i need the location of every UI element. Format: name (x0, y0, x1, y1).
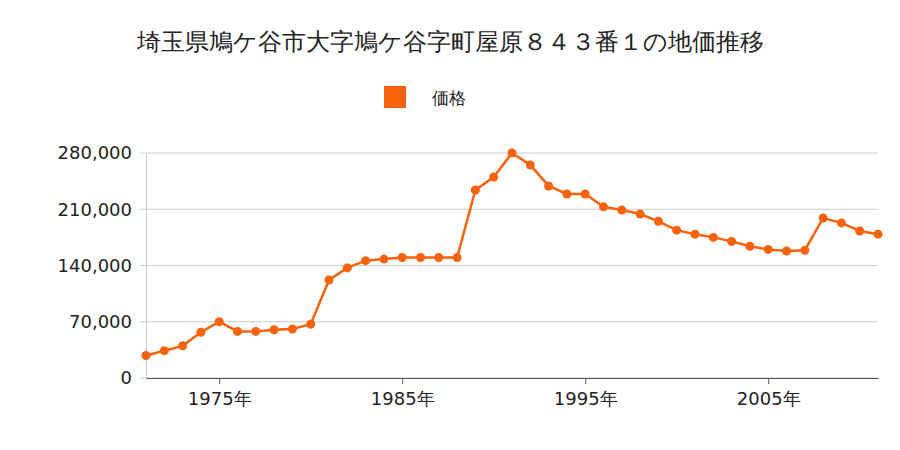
point (178, 341, 187, 350)
point (617, 206, 626, 215)
point (215, 317, 224, 326)
point (233, 327, 242, 336)
point (745, 242, 754, 251)
point (764, 245, 773, 254)
line (146, 153, 878, 356)
x-tick-label: 1985年 (371, 388, 435, 409)
point (416, 253, 425, 262)
y-tick-label: 70,000 (69, 311, 132, 332)
legend-swatch (384, 86, 406, 108)
grid (140, 153, 878, 378)
grid-line (140, 265, 878, 266)
grid-line (140, 378, 878, 379)
point (306, 320, 315, 329)
point (800, 246, 809, 255)
point (453, 253, 462, 262)
title: 埼玉県鳩ケ谷市大字鳩ケ谷字町屋原８４３番１の地価推移 (136, 28, 764, 56)
point (379, 255, 388, 264)
point (636, 210, 645, 219)
x-tick-mark (585, 378, 586, 384)
y-axis: 0 70,000 140,000 210,000 280,000 (58, 142, 147, 388)
y-axis-line (146, 154, 147, 379)
point (654, 217, 663, 226)
point (526, 161, 535, 170)
plot: 070,000140,000210,000280,0001975年1985年19… (58, 142, 883, 409)
point (434, 253, 443, 262)
x-axis: 1975年 1985年 1995年 2005年 (147, 378, 879, 409)
x-tick-label: 2005年 (737, 388, 801, 409)
point (874, 230, 883, 239)
y-tick: 280,000 (58, 142, 146, 163)
point (288, 324, 297, 333)
y-tick-label: 140,000 (58, 255, 132, 276)
point (709, 233, 718, 242)
point (489, 173, 498, 182)
point (251, 327, 260, 336)
point (270, 325, 279, 334)
x-tick-label: 1975年 (188, 388, 252, 409)
point (562, 189, 571, 198)
point (544, 181, 553, 190)
x-tick-label: 1995年 (554, 388, 618, 409)
point (819, 214, 828, 223)
x-tick-mark (768, 378, 769, 384)
legend-label: 価格 (432, 88, 466, 108)
point (855, 226, 864, 235)
x-tick: 1985年 (371, 378, 435, 409)
point (471, 185, 480, 194)
x-tick: 2005年 (737, 378, 801, 409)
point (599, 202, 608, 211)
x-tick-mark (402, 378, 403, 384)
chart: 埼玉県鳩ケ谷市大字鳩ケ谷字町屋原８４３番１の地価推移 0 70,000 140,000… (0, 0, 900, 450)
point (343, 263, 352, 272)
series-group (142, 149, 883, 361)
y-tick-label: 210,000 (58, 199, 132, 220)
grid-line (140, 321, 878, 322)
point (508, 149, 517, 158)
point (837, 218, 846, 227)
y-tick: 140,000 (58, 255, 146, 276)
y-tick-label: 0 (121, 367, 132, 388)
point (782, 247, 791, 256)
point (142, 351, 151, 360)
point (196, 328, 205, 337)
x-tick: 1995年 (554, 378, 618, 409)
point (727, 237, 736, 246)
grid-line (140, 209, 878, 210)
x-tick: 1975年 (188, 378, 252, 409)
y-tick-label: 280,000 (58, 142, 132, 163)
point (581, 189, 590, 198)
x-tick-mark (219, 378, 220, 384)
y-tick: 70,000 (69, 311, 146, 332)
y-tick: 0 (121, 367, 146, 388)
point (361, 256, 370, 265)
point (398, 253, 407, 262)
point (672, 226, 681, 235)
point (160, 346, 169, 355)
point (325, 275, 334, 284)
point (691, 230, 700, 239)
y-tick: 210,000 (58, 199, 146, 220)
legend: 価格 (384, 86, 466, 108)
